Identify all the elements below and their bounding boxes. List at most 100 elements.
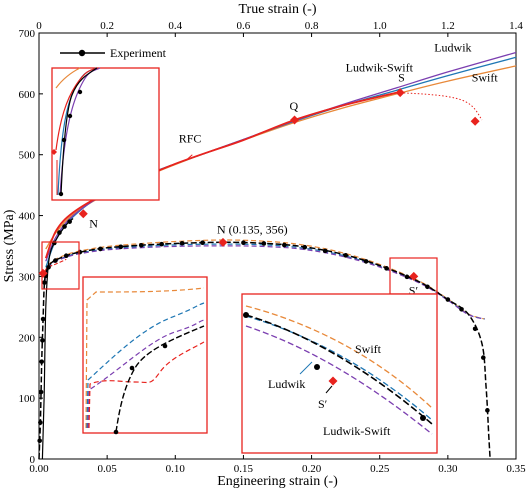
experiment-marker [459, 306, 464, 312]
experiment-marker [38, 420, 43, 425]
inset1-marker [77, 89, 83, 95]
y-tick-label: 200 [19, 332, 36, 344]
label-n-eng: N (0.135, 356) [217, 222, 288, 236]
x-tick-label: 0.35 [506, 463, 526, 475]
y-tick-label: 300 [19, 271, 36, 283]
inset3-label-swift: Swift [355, 342, 382, 356]
experiment-marker [363, 259, 369, 264]
inset-necking [241, 293, 438, 454]
x-tick-label: 0.20 [302, 463, 322, 475]
y-axis-label: Stress (MPa) [2, 209, 17, 282]
inset3-ludwik-swift [245, 325, 433, 435]
x-tick-label: 0.00 [29, 463, 49, 475]
point-q [290, 115, 300, 125]
inset3-experiment [245, 314, 433, 425]
plot-frame [38, 32, 517, 460]
inset2-experiment [115, 325, 205, 433]
experiment-marker [241, 240, 246, 246]
experiment-marker [480, 355, 486, 360]
label-ludwik: Ludwik [434, 40, 471, 54]
point-s [395, 88, 405, 98]
experiment-marker [98, 246, 103, 252]
x-axis-label: Engineering strain (-) [217, 474, 338, 489]
experiment-marker [343, 253, 348, 258]
inset3-ludwik-pointer [299, 361, 313, 375]
inset1-marker [67, 113, 73, 119]
x-tick-label: 0.10 [166, 463, 186, 475]
inset1-rfc [55, 67, 99, 151]
inset-true-onset [51, 67, 160, 201]
x-tick-label: 0.05 [98, 463, 118, 475]
experiment-marker [322, 248, 328, 254]
experiment-marker [282, 242, 287, 248]
label-rfc: RFC [179, 132, 202, 146]
x-tick-label: 0.30 [438, 463, 458, 475]
y-tick-label: 400 [19, 211, 36, 223]
experiment-marker [39, 359, 45, 364]
inset3-swift [245, 305, 433, 409]
experiment-marker [37, 438, 42, 444]
label-s-prime: S′ [409, 283, 419, 297]
experiment-true-marker [57, 230, 62, 235]
y-tick-label: 700 [19, 28, 36, 40]
experiment-marker [200, 240, 205, 246]
experiment-marker [138, 242, 144, 248]
experiment-marker [179, 240, 185, 246]
rfc-post-failure-dotted [396, 92, 483, 121]
experiment-marker [472, 326, 478, 332]
experiment-marker [40, 338, 45, 343]
label-q: Q [290, 99, 299, 113]
experiment-marker [159, 241, 164, 247]
experiment-marker [40, 316, 46, 322]
x-tick-label: 0.15 [234, 463, 254, 475]
inset3-marker [420, 415, 426, 421]
inset-eng-yield [82, 276, 208, 434]
inset1-marker [61, 137, 67, 143]
x2-tick-label: 0.4 [168, 20, 182, 32]
experiment-marker [77, 249, 83, 255]
experiment-marker [42, 280, 47, 285]
y-tick-label: 100 [19, 393, 36, 405]
inset3-label-ludwik: Ludwik [268, 377, 305, 391]
inset2-ludwik-swift [87, 319, 205, 429]
inset2-rfc [88, 341, 205, 429]
experiment-marker [63, 253, 69, 259]
inset2-ludwik [86, 302, 205, 429]
point-n-true [78, 209, 88, 219]
experiment-marker [404, 274, 410, 280]
y-tick-label: 600 [19, 89, 36, 101]
inset2-marker [129, 365, 135, 371]
experiment-marker [118, 244, 124, 250]
x2-tick-label: 0 [36, 20, 42, 32]
series-rfc-eng-line [41, 258, 67, 277]
experiment-true-start-line [41, 218, 74, 460]
x2-tick-label: 0.8 [305, 20, 319, 32]
label-swift: Swift [472, 71, 499, 85]
experiment-true-marker [52, 240, 57, 246]
inset3-point-s-prime [328, 376, 338, 386]
point-failure [470, 116, 480, 126]
inset1-marker [58, 191, 64, 197]
experiment-marker [261, 241, 267, 246]
inset3-marker [314, 364, 320, 370]
experiment-marker [302, 244, 308, 250]
inset2-swift [85, 287, 205, 429]
experiment-marker [425, 284, 430, 290]
point-yield [38, 268, 48, 278]
x2-axis-label: True strain (-) [238, 2, 316, 17]
inset3-label-s-prime: S′ [318, 397, 328, 411]
experiment-marker [38, 389, 44, 395]
legend-marker [78, 49, 86, 57]
y-tick-label: 500 [19, 150, 36, 162]
label-ludwik-swift: Ludwik-Swift [346, 60, 414, 74]
x2-tick-label: 1.0 [373, 20, 387, 32]
legend-label: Experiment [110, 46, 167, 60]
x2-tick-label: 1.2 [441, 20, 455, 32]
x-tick-label: 0.25 [370, 463, 390, 475]
experiment-true-marker [67, 219, 72, 224]
inset3-sprime-pointer [325, 385, 333, 394]
label-n-true: N [89, 217, 98, 231]
experiment-marker [485, 408, 490, 413]
point-s-prime [409, 271, 419, 281]
